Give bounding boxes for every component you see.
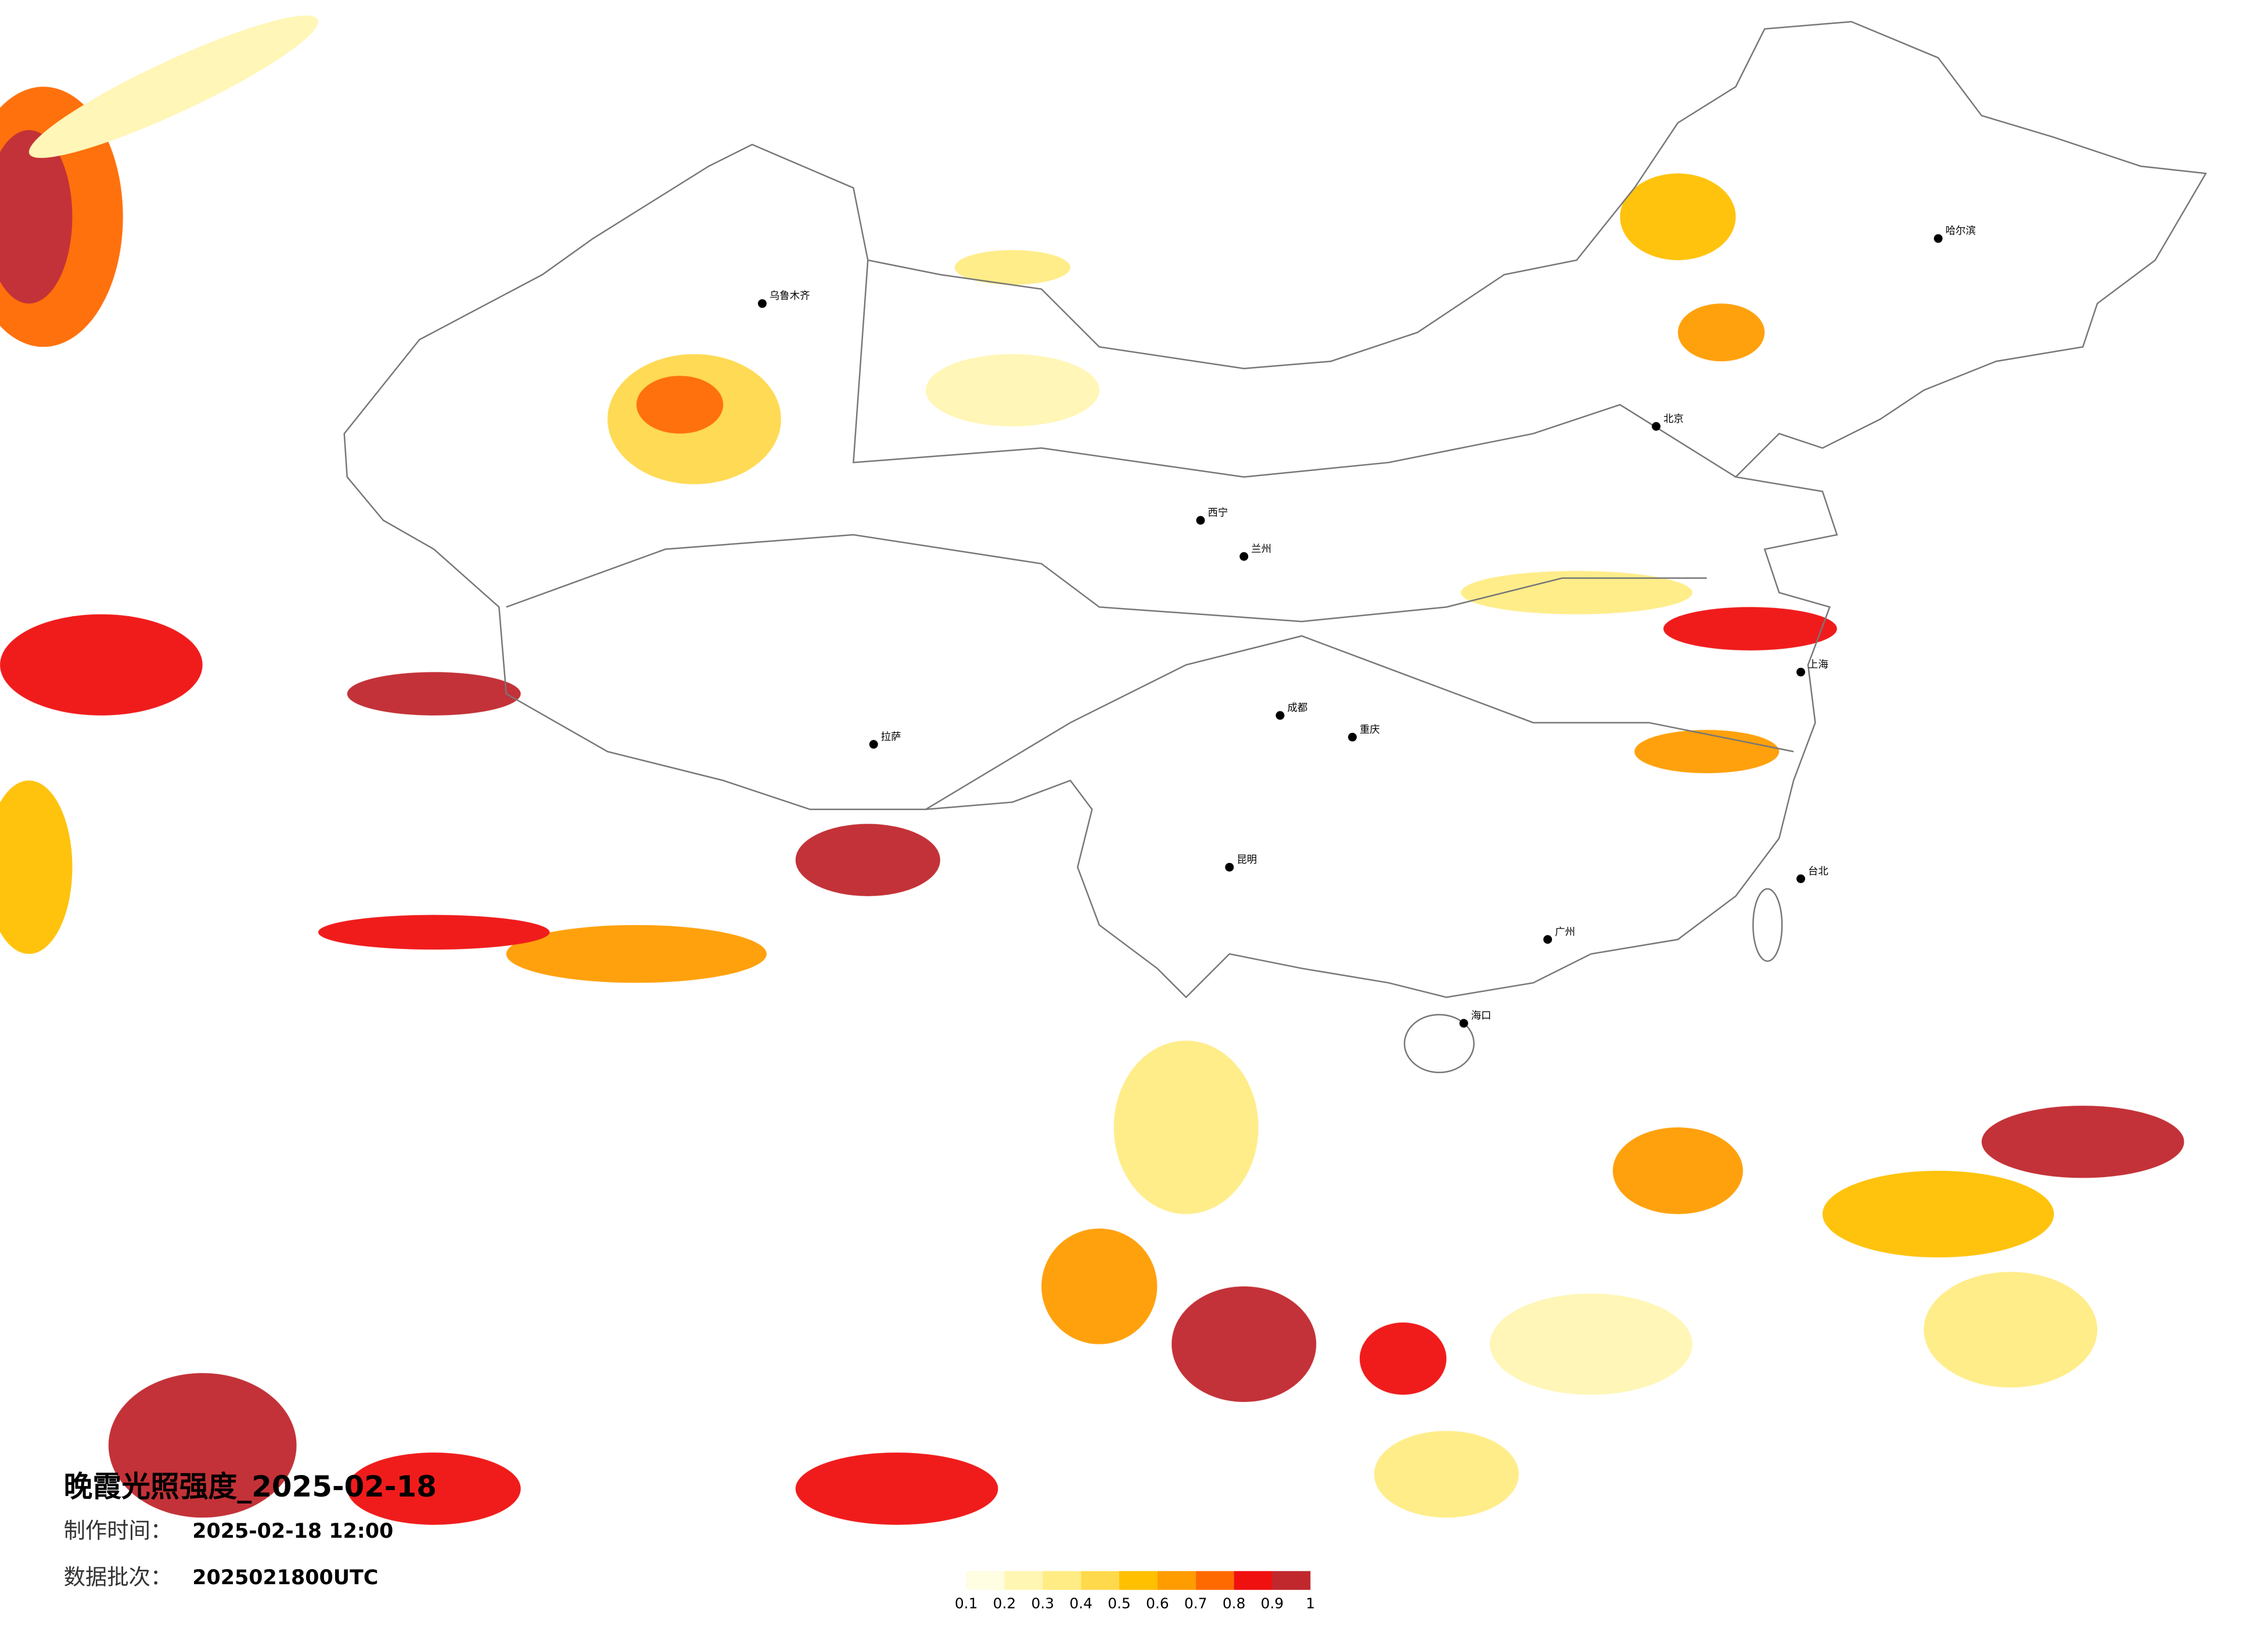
legend-swatch <box>1272 1571 1311 1590</box>
city-label: 上海 <box>1808 659 1828 671</box>
legend-swatch <box>1043 1571 1081 1590</box>
city-dot <box>1543 935 1552 944</box>
legend-tick-label: 1 <box>1306 1595 1315 1612</box>
legend-swatch <box>1195 1571 1234 1590</box>
city-dot <box>1196 516 1205 525</box>
legend-tick-label: 0.6 <box>1146 1595 1169 1612</box>
legend-swatch <box>966 1571 1005 1590</box>
legend-swatch <box>1157 1571 1196 1590</box>
city-label: 拉萨 <box>881 731 901 743</box>
legend-tick-label: 0.3 <box>1031 1595 1055 1612</box>
city-label: 海口 <box>1471 1010 1491 1022</box>
city-dot <box>1275 711 1285 720</box>
legend-swatch <box>1004 1571 1043 1590</box>
legend-swatch <box>1081 1571 1120 1590</box>
legend-tick-label: 0.8 <box>1223 1595 1246 1612</box>
info-label: 制作时间： <box>64 1518 172 1544</box>
city-dot <box>1933 234 1943 243</box>
city-dot <box>1652 422 1661 431</box>
legend-tick-label: 0.1 <box>955 1595 978 1612</box>
city-dot <box>1239 552 1249 561</box>
city-label: 乌鲁木齐 <box>770 290 810 302</box>
city-label: 西宁 <box>1208 508 1228 519</box>
city-dot <box>1348 732 1357 742</box>
city-dot <box>1796 874 1806 883</box>
legend-swatch <box>1234 1571 1273 1590</box>
city-dot <box>869 740 878 749</box>
city-label: 广州 <box>1555 926 1575 938</box>
info-value: 2025021800UTC <box>192 1566 378 1589</box>
city-label: 成都 <box>1287 703 1307 714</box>
legend-tick-label: 0.2 <box>993 1595 1016 1612</box>
legend-swatch <box>1119 1571 1158 1590</box>
boundaries <box>343 21 2207 1073</box>
legend: 0.1 0.2 0.3 0.4 0.5 0.6 0.7 0.8 0.9 1 <box>955 1571 1315 1612</box>
info-value: 2025-02-18 12:00 <box>192 1520 393 1543</box>
legend-tick-label: 0.9 <box>1261 1595 1284 1612</box>
legend-tick-label: 0.4 <box>1069 1595 1092 1612</box>
city-label: 北京 <box>1663 413 1684 425</box>
heat-layer <box>0 15 2184 1525</box>
city-dot <box>1796 667 1806 677</box>
legend-tick-label: 0.5 <box>1108 1595 1131 1612</box>
legend-tick-label: 0.7 <box>1184 1595 1207 1612</box>
city-dot <box>1225 862 1234 872</box>
map-title: 晚霞光照强度_2025-02-18 <box>64 1470 437 1503</box>
city-label: 昆明 <box>1237 854 1257 866</box>
city-label: 哈尔滨 <box>1946 225 1976 237</box>
info-label: 数据批次： <box>64 1564 172 1589</box>
city-dot <box>1459 1019 1468 1028</box>
city-label: 台北 <box>1808 866 1828 877</box>
city-dot <box>757 299 767 308</box>
city-label: 兰州 <box>1251 544 1271 555</box>
city-label: 重庆 <box>1360 724 1380 736</box>
